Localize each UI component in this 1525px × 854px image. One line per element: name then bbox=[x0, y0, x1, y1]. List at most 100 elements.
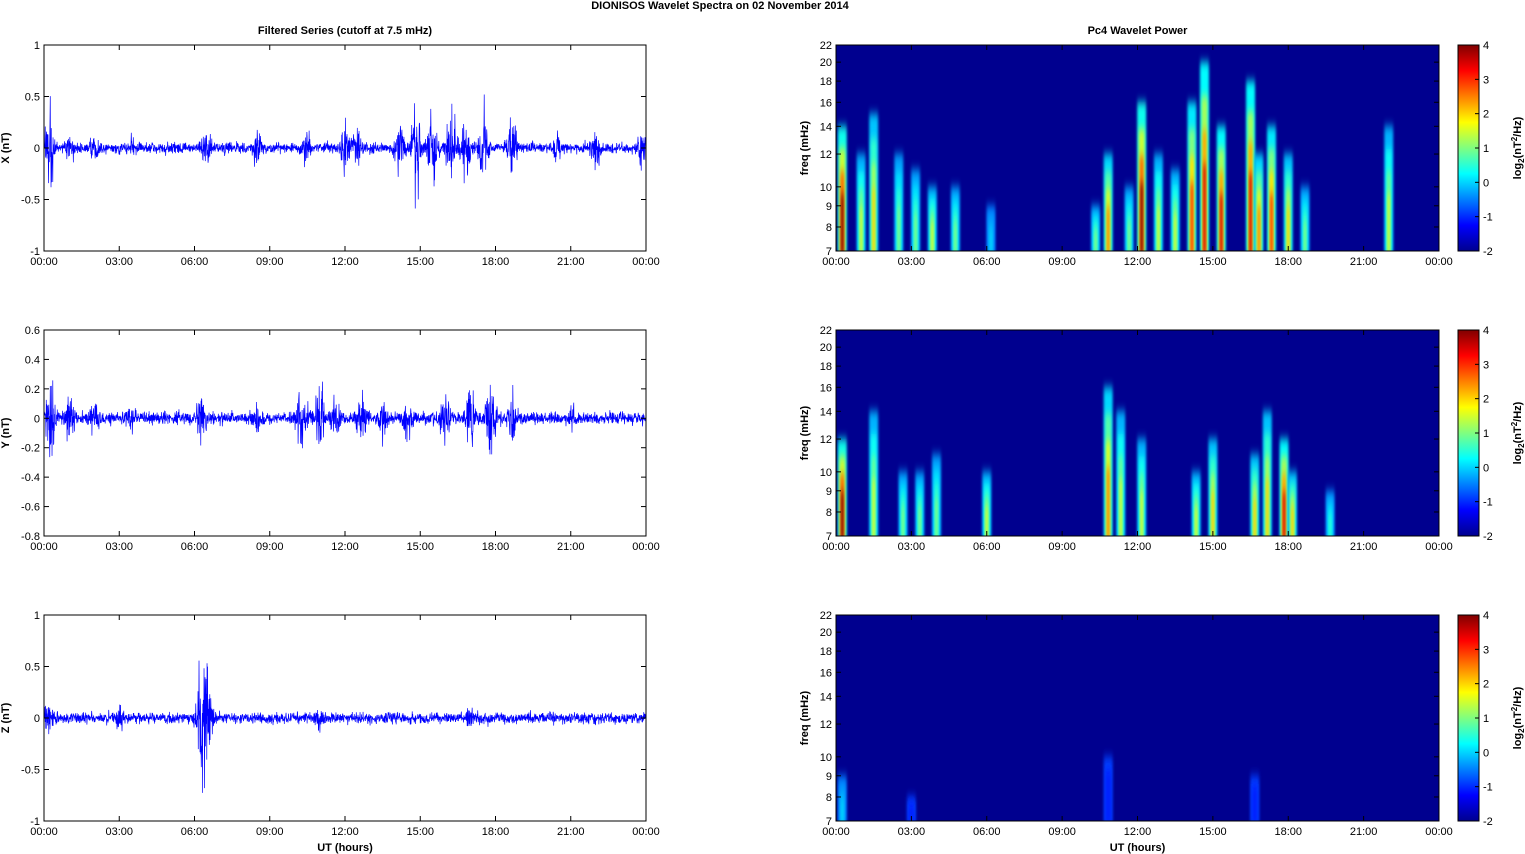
x-tick-label: 15:00 bbox=[406, 826, 434, 838]
power-burst bbox=[1140, 182, 1143, 251]
y-tick-label: 12 bbox=[820, 719, 832, 731]
x-tick-label: 15:00 bbox=[1199, 826, 1227, 838]
y-tick-label: 0 bbox=[34, 413, 40, 425]
y-tick-label: 9 bbox=[826, 201, 832, 213]
y-tick-label: 20 bbox=[820, 342, 832, 354]
x-tick-label: 18:00 bbox=[482, 826, 510, 838]
y-tick-label: 0.2 bbox=[25, 384, 40, 396]
power-burst bbox=[989, 230, 993, 251]
y-axis-label: X (nT) bbox=[0, 132, 12, 163]
plot-area bbox=[44, 330, 646, 536]
y-tick-label: -0.5 bbox=[21, 765, 40, 777]
x-tick-label: 09:00 bbox=[256, 541, 284, 553]
y-tick-label: 0.5 bbox=[25, 662, 40, 674]
x-tick-label: 21:00 bbox=[557, 541, 585, 553]
colorbar-tick-label: -1 bbox=[1483, 497, 1493, 509]
x-tick-label: 09:00 bbox=[256, 826, 284, 838]
colorbar-tick-label: -2 bbox=[1483, 816, 1493, 828]
y-tick-label: 8 bbox=[826, 507, 832, 519]
colorbar-tick-label: 1 bbox=[1483, 428, 1489, 440]
power-burst bbox=[1303, 221, 1307, 251]
power-burst bbox=[1266, 478, 1269, 536]
power-burst bbox=[1106, 206, 1110, 251]
y-axis-label: freq (mHz) bbox=[799, 690, 811, 745]
x-tick-label: 00:00 bbox=[632, 256, 660, 268]
power-burst bbox=[872, 187, 875, 251]
y-tick-label: 14 bbox=[820, 691, 832, 703]
power-burst bbox=[985, 506, 988, 536]
y-tick-label: 22 bbox=[820, 40, 832, 52]
colorbar-tick-label: 0 bbox=[1483, 747, 1489, 759]
x-tick-label: 06:00 bbox=[973, 826, 1001, 838]
x-tick-label: 18:00 bbox=[1274, 256, 1302, 268]
spectrogram-bursts bbox=[837, 387, 1335, 536]
right-column-title: Pc4 Wavelet Power bbox=[1087, 25, 1188, 37]
y-tick-label: 18 bbox=[820, 361, 832, 373]
y-tick-label: 0.5 bbox=[25, 92, 40, 104]
power-burst bbox=[1106, 467, 1110, 536]
power-burst bbox=[1157, 206, 1160, 251]
power-burst bbox=[841, 800, 844, 821]
y-tick-label: -0.8 bbox=[21, 531, 40, 543]
y-tick-label: 22 bbox=[820, 325, 832, 337]
x-tick-label: 12:00 bbox=[331, 256, 359, 268]
x-tick-label: 03:00 bbox=[898, 541, 926, 553]
x-tick-label: 15:00 bbox=[406, 256, 434, 268]
x-tick-label: 00:00 bbox=[632, 541, 660, 553]
timeseries-panel-Y: -0.8 -0.6 -0.4 -0.2 0 0.2 0.4 0.6 Y (nT) 00:00 03:… bbox=[0, 325, 660, 553]
x-tick-label: 15:00 bbox=[406, 541, 434, 553]
y-tick-label: 14 bbox=[820, 121, 832, 133]
y-tick-label: -0.6 bbox=[21, 502, 40, 514]
colorbar-tick-label: 4 bbox=[1483, 610, 1489, 622]
x-tick-label: 03:00 bbox=[898, 826, 926, 838]
x-tick-label: 09:00 bbox=[1048, 541, 1076, 553]
x-tick-label: 06:00 bbox=[973, 256, 1001, 268]
x-tick-label: 21:00 bbox=[1350, 256, 1378, 268]
power-burst bbox=[1190, 182, 1194, 251]
timeseries-panel-X: -1 -0.5 0 0.5 1 X (nT) 00:00 03:00 06:00 09:00 12:… bbox=[0, 40, 660, 268]
power-burst bbox=[908, 801, 915, 821]
x-tick-label: 03:00 bbox=[105, 256, 133, 268]
power-burst bbox=[1291, 506, 1294, 536]
y-tick-label: 18 bbox=[820, 646, 832, 658]
y-tick-label: 16 bbox=[820, 382, 832, 394]
power-burst bbox=[954, 221, 957, 251]
y-tick-label: 10 bbox=[820, 182, 832, 194]
x-axis-label: UT (hours) bbox=[317, 842, 373, 854]
power-burst bbox=[901, 506, 905, 536]
power-burst bbox=[859, 206, 863, 251]
power-burst bbox=[1257, 206, 1261, 251]
y-axis-label: Z (nT) bbox=[0, 702, 12, 733]
y-tick-label: -0.4 bbox=[21, 472, 40, 484]
y-tick-label: 1 bbox=[34, 40, 40, 52]
power-burst bbox=[1105, 768, 1112, 821]
power-burst bbox=[841, 193, 844, 251]
figure-title: DIONISOS Wavelet Spectra on 02 November … bbox=[591, 0, 849, 12]
y-tick-label: 0 bbox=[34, 143, 40, 155]
y-tick-label: 8 bbox=[826, 222, 832, 234]
y-tick-label: -1 bbox=[30, 246, 40, 258]
y-tick-label: 9 bbox=[826, 486, 832, 498]
y-tick-label: 12 bbox=[820, 149, 832, 161]
x-tick-label: 12:00 bbox=[1124, 826, 1152, 838]
y-tick-label: 9 bbox=[826, 771, 832, 783]
y-axis-label: freq (mHz) bbox=[799, 405, 811, 460]
power-burst bbox=[1203, 164, 1206, 251]
colorbar-tick-label: -1 bbox=[1483, 782, 1493, 794]
y-tick-label: 1 bbox=[34, 610, 40, 622]
x-tick-label: 21:00 bbox=[1350, 826, 1378, 838]
colorbar-tick-label: 0 bbox=[1483, 177, 1489, 189]
x-tick-label: 00:00 bbox=[30, 256, 58, 268]
x-tick-label: 03:00 bbox=[105, 826, 133, 838]
colorbar-tick-label: 1 bbox=[1483, 713, 1489, 725]
x-tick-label: 15:00 bbox=[1199, 256, 1227, 268]
y-tick-label: 7 bbox=[826, 816, 832, 828]
x-tick-label: 00:00 bbox=[632, 826, 660, 838]
power-burst bbox=[1211, 491, 1215, 536]
y-tick-label: -0.2 bbox=[21, 443, 40, 455]
x-tick-label: 12:00 bbox=[331, 541, 359, 553]
y-tick-label: 14 bbox=[820, 406, 832, 418]
x-tick-label: 21:00 bbox=[557, 826, 585, 838]
